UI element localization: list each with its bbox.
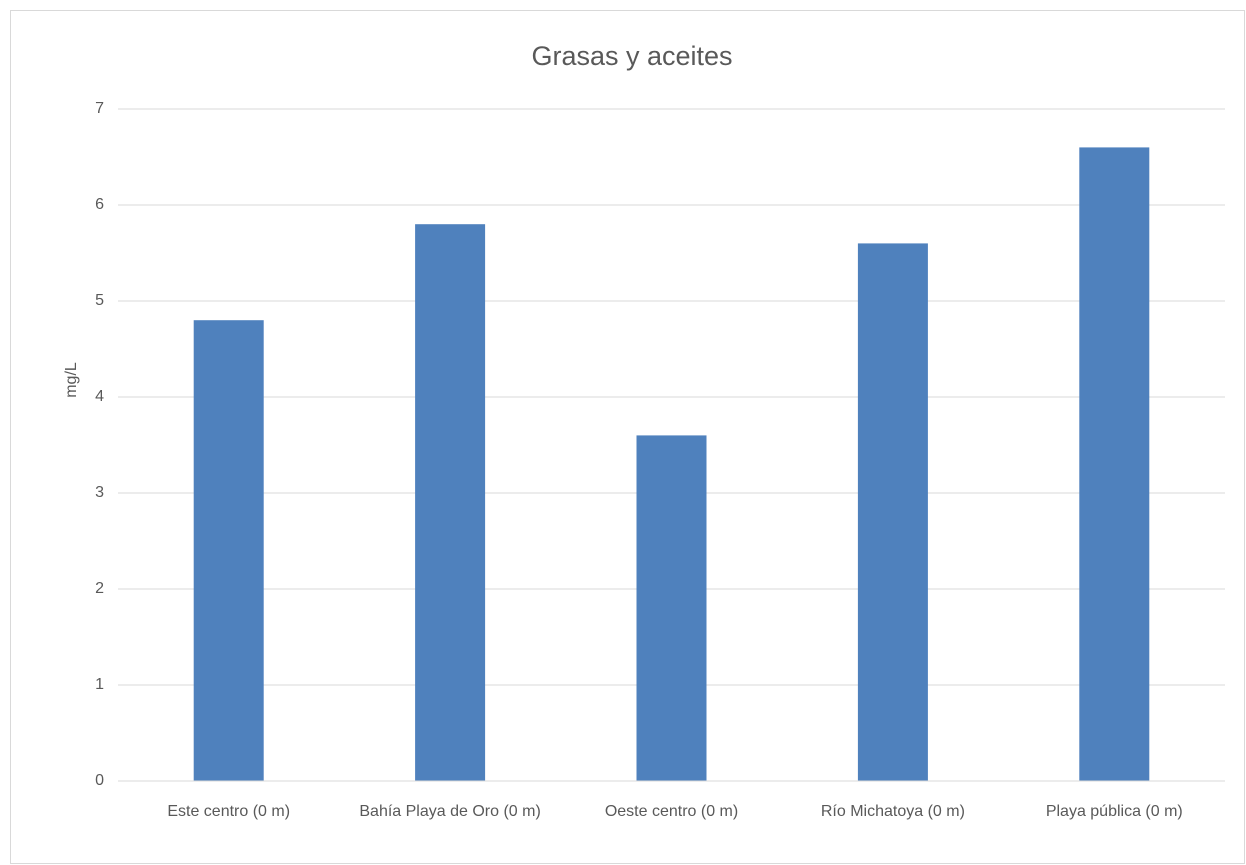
y-tick-label: 3 (95, 484, 104, 501)
y-tick-label: 0 (95, 772, 104, 789)
y-tick-label: 6 (95, 196, 104, 213)
x-tick-label: Río Michatoya (0 m) (821, 803, 965, 820)
chart-title: Grasas y aceites (531, 41, 732, 71)
bar (857, 243, 928, 781)
bar (1079, 147, 1150, 781)
y-tick-label: 5 (95, 292, 104, 309)
x-tick-label: Este centro (0 m) (167, 803, 290, 820)
y-tick-label: 1 (95, 676, 104, 693)
bar (193, 320, 264, 781)
y-tick-label: 2 (95, 580, 104, 597)
y-tick-label: 4 (95, 388, 104, 405)
x-tick-label: Bahía Playa de Oro (0 m) (359, 803, 540, 820)
y-axis-label: mg/L (63, 362, 80, 398)
x-tick-label: Playa pública (0 m) (1046, 803, 1183, 820)
y-tick-label: 7 (95, 100, 104, 117)
bar (415, 224, 486, 781)
x-tick-label: Oeste centro (0 m) (605, 803, 738, 820)
bar (636, 435, 707, 781)
